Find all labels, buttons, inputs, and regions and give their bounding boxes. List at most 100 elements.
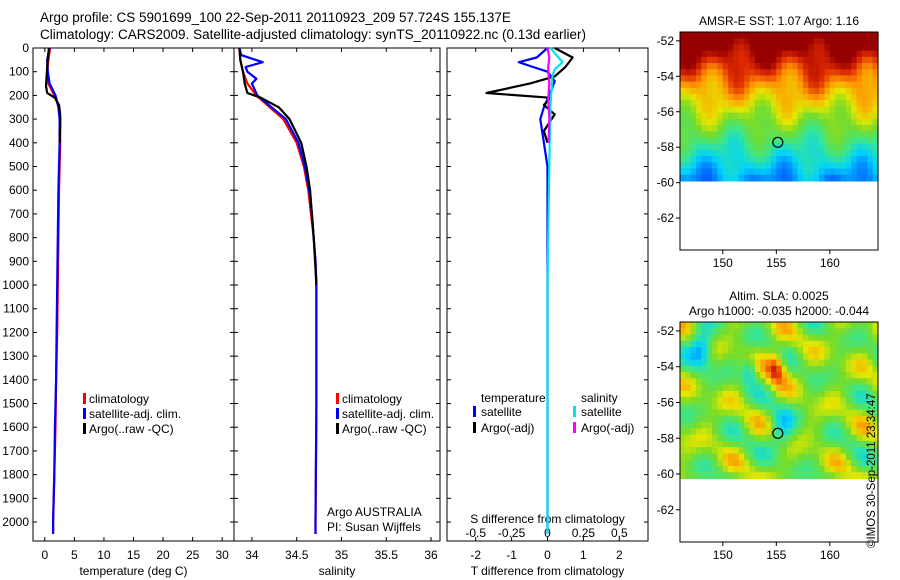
- map-cell: [754, 334, 761, 342]
- map-cell: [835, 75, 842, 83]
- map-cell: [749, 106, 756, 114]
- map-cell: [728, 365, 735, 373]
- map-cell: [840, 428, 847, 436]
- map-cell: [738, 365, 745, 373]
- map-cell: [813, 137, 820, 145]
- map-cell: [808, 174, 815, 182]
- map-cell: [840, 440, 847, 448]
- map-cell: [797, 340, 804, 348]
- map-cell: [797, 149, 804, 157]
- map-cell: [872, 466, 879, 473]
- map-cell: [856, 137, 863, 145]
- map-cell: [776, 409, 783, 417]
- map-cell: [680, 38, 686, 45]
- map-cell: [754, 94, 761, 101]
- map-cell: [803, 38, 810, 45]
- map-cell: [835, 422, 842, 430]
- map-cell: [829, 44, 836, 52]
- map-cell: [712, 434, 719, 442]
- map-cell: [706, 56, 713, 64]
- map-cell: [792, 390, 799, 398]
- map-cell: [744, 422, 751, 430]
- map-cell: [872, 143, 879, 151]
- map-cell: [680, 75, 686, 83]
- map-cell: [771, 131, 777, 139]
- map-cell: [824, 334, 831, 342]
- map-cell: [776, 384, 783, 392]
- map-cell: [738, 44, 745, 52]
- map-cell: [872, 32, 879, 39]
- map-cell: [701, 397, 708, 404]
- map-cell: [829, 81, 836, 89]
- map-cell: [749, 353, 756, 361]
- map-cell: [787, 75, 793, 83]
- map-cell: [872, 447, 879, 455]
- map-cell: [680, 50, 686, 58]
- map-cell: [808, 112, 815, 120]
- map-cell: [776, 466, 783, 473]
- map-cell: [835, 328, 842, 336]
- map-cell: [840, 87, 847, 95]
- annotation-text: Argo AUSTRALIA: [327, 505, 422, 519]
- map-cell: [765, 94, 772, 101]
- map-cell: [760, 459, 767, 467]
- map-cell: [696, 162, 703, 170]
- map-cell: [733, 118, 740, 126]
- map-cell: [706, 87, 713, 95]
- map-cell: [781, 415, 788, 423]
- map-cell: [771, 384, 777, 392]
- map-cell: [829, 409, 836, 417]
- map-cell: [803, 397, 810, 404]
- map-cell: [749, 378, 756, 386]
- map-cell: [797, 453, 804, 461]
- map-cell: [717, 353, 724, 361]
- map-cell: [712, 347, 719, 354]
- map-cell: [701, 365, 708, 373]
- map-cell: [690, 94, 697, 101]
- map-cell: [728, 106, 735, 114]
- legend-entry: Argo(-adj): [481, 421, 534, 435]
- map-cell: [771, 447, 777, 455]
- map-cell: [845, 63, 852, 70]
- map-cell: [776, 156, 783, 163]
- map-cell: [824, 415, 831, 423]
- map-cell: [792, 466, 799, 473]
- map-cell: [819, 162, 826, 170]
- map-cell: [690, 174, 697, 182]
- y-tick-label: 100: [9, 65, 29, 79]
- map-cell: [781, 156, 788, 163]
- map-cell: [781, 69, 788, 76]
- map-cell: [690, 328, 697, 336]
- map-cell: [771, 156, 777, 163]
- map-cell: [787, 56, 793, 64]
- map-cell: [829, 434, 836, 442]
- map-cell: [722, 409, 729, 417]
- map-cell: [813, 397, 820, 404]
- map-cell: [717, 149, 724, 157]
- map-cell: [749, 137, 756, 145]
- map-cell: [680, 131, 686, 139]
- map-cell: [797, 378, 804, 386]
- map-cell: [845, 328, 852, 336]
- legend-swatch: [83, 408, 86, 419]
- map-cell: [792, 378, 799, 386]
- map-cell: [749, 472, 756, 480]
- y-tick-label: 1600: [2, 420, 29, 434]
- map-cell: [840, 378, 847, 386]
- map-cell: [797, 390, 804, 398]
- map-cell: [760, 403, 767, 411]
- map-cell: [680, 162, 686, 170]
- map-cell: [808, 440, 815, 448]
- map-cell: [765, 434, 772, 442]
- map-cell: [867, 415, 874, 423]
- map-cell: [717, 100, 724, 107]
- map-cell: [754, 131, 761, 139]
- map-cell: [845, 168, 852, 176]
- map-cell: [797, 81, 804, 89]
- map-cell: [845, 372, 852, 379]
- map-cell: [706, 384, 713, 392]
- map-cell: [749, 125, 756, 132]
- map-cell: [754, 81, 761, 89]
- map-cell: [701, 384, 708, 392]
- map-cell: [861, 466, 868, 473]
